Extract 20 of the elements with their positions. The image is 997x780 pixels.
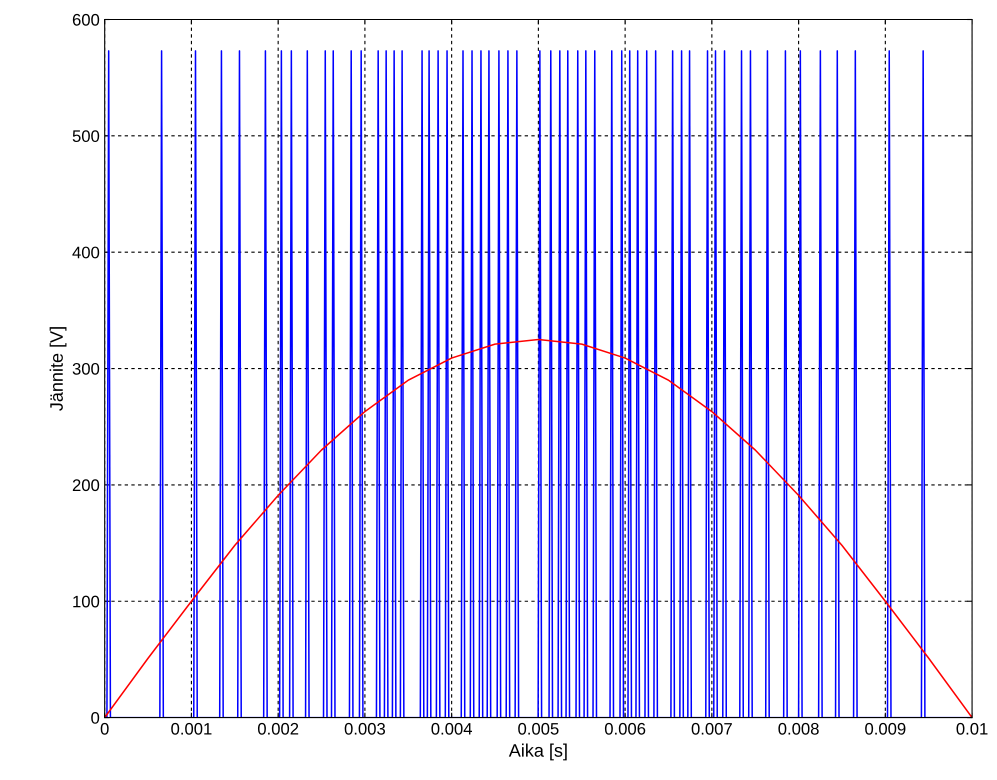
- x-tick-label: 0.01: [956, 722, 988, 735]
- x-tick-label: 0.006: [604, 722, 646, 735]
- x-tick-label: 0.004: [431, 722, 472, 735]
- x-axis-title: Aika [s]: [508, 744, 567, 760]
- x-tick-label: 0.008: [778, 722, 819, 735]
- y-tick-label: 600: [72, 14, 100, 26]
- y-tick-label: 0: [91, 712, 100, 724]
- y-tick-label: 200: [72, 479, 100, 492]
- x-tick-label: 0.007: [692, 722, 732, 735]
- x-tick-label: 0.005: [518, 722, 559, 735]
- x-tick-label: 0.003: [344, 722, 386, 735]
- x-tick-label: 0.009: [865, 722, 906, 735]
- y-tick-label: 500: [72, 130, 100, 142]
- y-tick-label: 400: [72, 246, 100, 258]
- x-tick-label: 0.001: [171, 722, 212, 735]
- y-tick-label: 300: [72, 362, 100, 375]
- y-tick-label: 100: [73, 596, 100, 608]
- x-tick-label: 0: [100, 722, 109, 735]
- y-axis-title: Jännite [V]: [50, 327, 66, 411]
- x-tick-label: 0.002: [258, 722, 298, 735]
